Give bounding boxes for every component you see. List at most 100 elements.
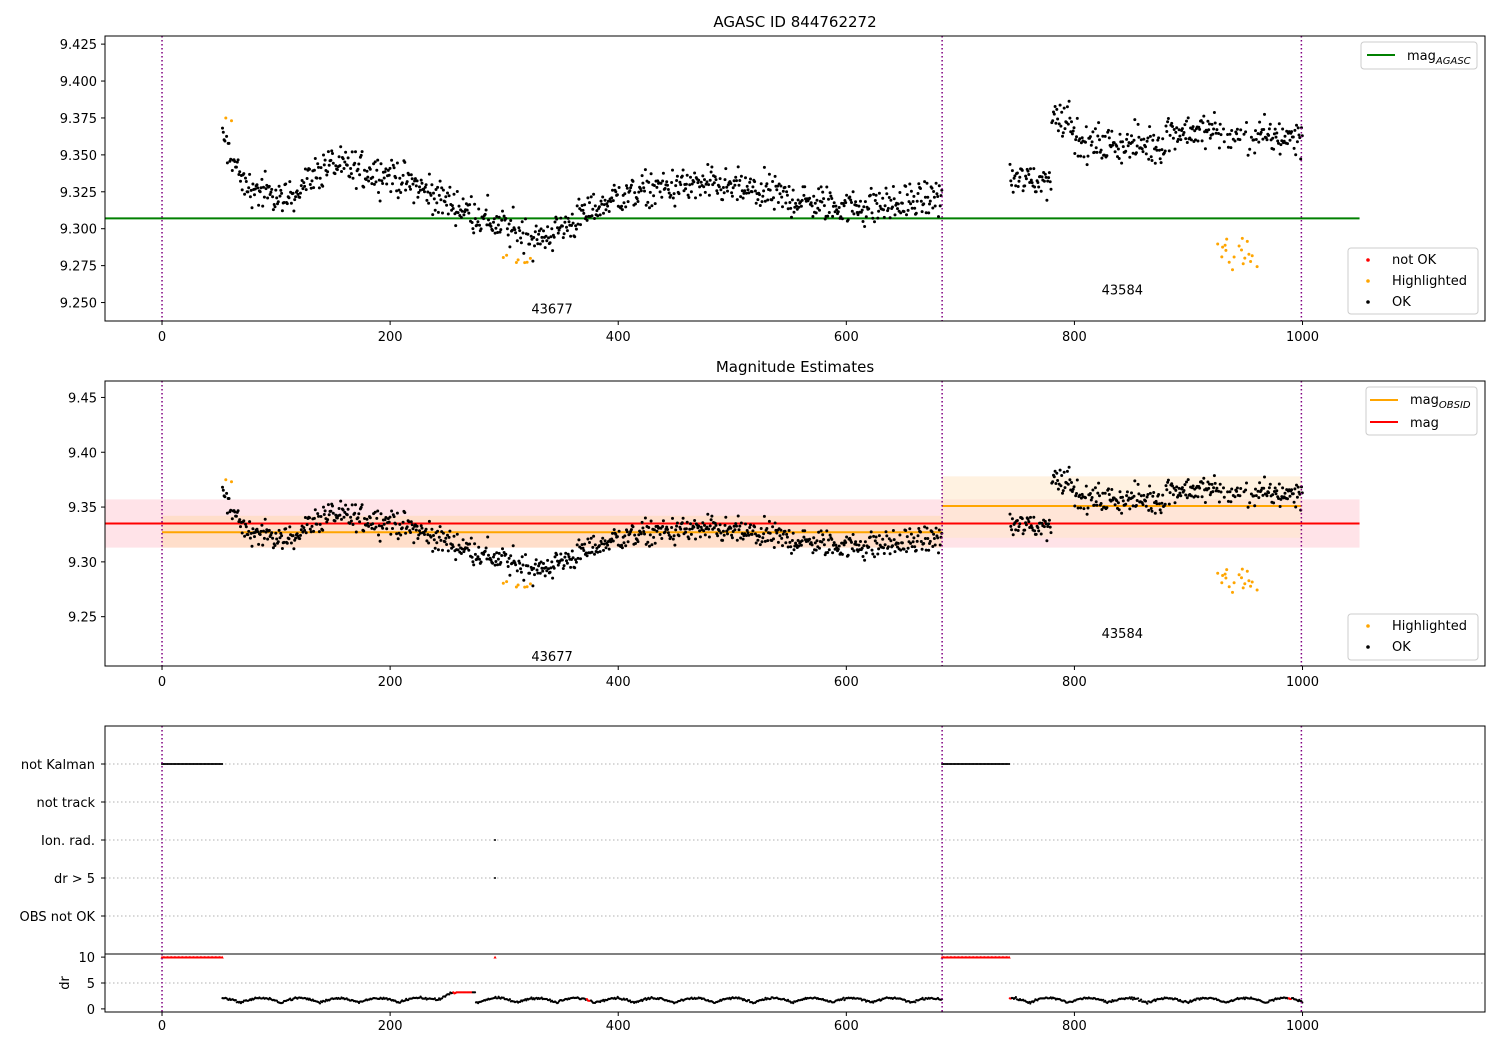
ok-point	[456, 211, 460, 215]
ok-point	[873, 539, 877, 543]
ok-point	[392, 515, 396, 519]
ok-point	[689, 190, 693, 194]
ok-point	[423, 185, 427, 189]
ok-point	[1076, 154, 1080, 158]
ok-point	[747, 533, 751, 537]
ok-point	[852, 212, 856, 216]
ok-point	[646, 200, 650, 204]
ok-point	[1048, 180, 1052, 184]
ok-point	[717, 529, 721, 533]
ok-point	[519, 241, 523, 245]
ok-point	[636, 200, 640, 203]
ok-point	[342, 167, 346, 170]
ok-point	[931, 545, 935, 548]
ok-point	[863, 225, 867, 228]
ok-point	[614, 190, 618, 194]
ok-point	[567, 220, 571, 224]
ok-point	[1257, 140, 1261, 144]
ok-point	[623, 192, 627, 196]
flag-point	[494, 839, 496, 841]
highlighted-point	[528, 582, 532, 586]
ok-point	[746, 188, 750, 192]
ok-point	[545, 569, 549, 573]
ok-point	[612, 183, 616, 187]
ok-point	[293, 198, 297, 202]
ok-point	[693, 519, 697, 522]
ok-point	[707, 527, 711, 531]
ok-point	[1135, 144, 1139, 148]
ok-point	[927, 548, 931, 552]
ok-point	[758, 543, 762, 547]
ok-point	[638, 187, 642, 190]
ok-point	[1055, 471, 1059, 475]
ok-point	[845, 535, 849, 539]
flag-point	[963, 763, 965, 765]
ok-point	[1254, 129, 1257, 133]
ok-point	[1242, 132, 1246, 136]
ok-point	[1121, 499, 1125, 503]
ok-point	[917, 182, 921, 186]
ok-point	[312, 516, 316, 520]
ok-point	[505, 560, 509, 564]
ok-point	[909, 189, 913, 193]
dr-point	[1014, 996, 1018, 999]
flag-point	[971, 763, 974, 765]
ok-point	[631, 179, 635, 183]
flag-label-3: dr > 5	[54, 872, 95, 887]
ok-point	[679, 527, 683, 531]
flag-point	[195, 763, 198, 765]
ok-point	[653, 541, 657, 545]
ok-point	[253, 193, 256, 197]
ok-point	[1052, 112, 1056, 116]
ok-point	[432, 191, 435, 195]
ok-point	[391, 527, 394, 530]
ok-point	[1100, 508, 1104, 511]
ok-point	[1136, 482, 1140, 486]
ok-point	[688, 527, 692, 531]
ok-point	[596, 550, 600, 554]
ok-point	[274, 531, 278, 535]
highlighted-point	[1225, 568, 1229, 572]
y-tick-label-5: 9.375	[60, 112, 97, 127]
ok-point	[500, 554, 504, 557]
ok-point	[377, 191, 380, 194]
legend-ok-marker	[1366, 300, 1370, 304]
ok-point	[305, 523, 309, 527]
ok-point	[1164, 124, 1168, 128]
ok-point	[1137, 135, 1141, 139]
flag-point	[221, 763, 224, 765]
ok-point	[723, 178, 727, 182]
ok-point	[465, 208, 469, 212]
ok-point	[1285, 129, 1289, 133]
ok-point	[384, 167, 388, 171]
ok-point	[849, 198, 853, 202]
flag-point	[998, 763, 1001, 765]
ok-point	[1008, 162, 1012, 166]
ok-point	[648, 190, 652, 194]
flag-point	[214, 763, 217, 765]
dr-point	[904, 999, 907, 1002]
ok-point	[1135, 499, 1139, 502]
ok-point	[377, 178, 381, 182]
ok-point	[561, 236, 565, 240]
ok-point	[696, 181, 700, 185]
ok-point	[1113, 503, 1117, 507]
highlighted-point	[1243, 582, 1247, 586]
ok-point	[671, 196, 675, 200]
ok-point	[1176, 137, 1180, 141]
ok-point	[323, 509, 327, 513]
ok-point	[282, 201, 286, 204]
ok-point	[811, 215, 815, 218]
ok-point	[1078, 137, 1082, 141]
ok-point	[639, 532, 643, 536]
ok-point	[733, 183, 737, 187]
dr-point	[508, 998, 511, 1001]
ok-point	[1130, 491, 1133, 495]
ok-point	[1196, 139, 1200, 143]
ok-point	[1080, 136, 1084, 140]
flag-point	[200, 763, 203, 765]
ok-point	[447, 194, 451, 198]
ok-point	[914, 548, 918, 552]
magnitude-line-legend: magOBSID mag	[1365, 386, 1478, 436]
ok-point	[1173, 147, 1177, 151]
